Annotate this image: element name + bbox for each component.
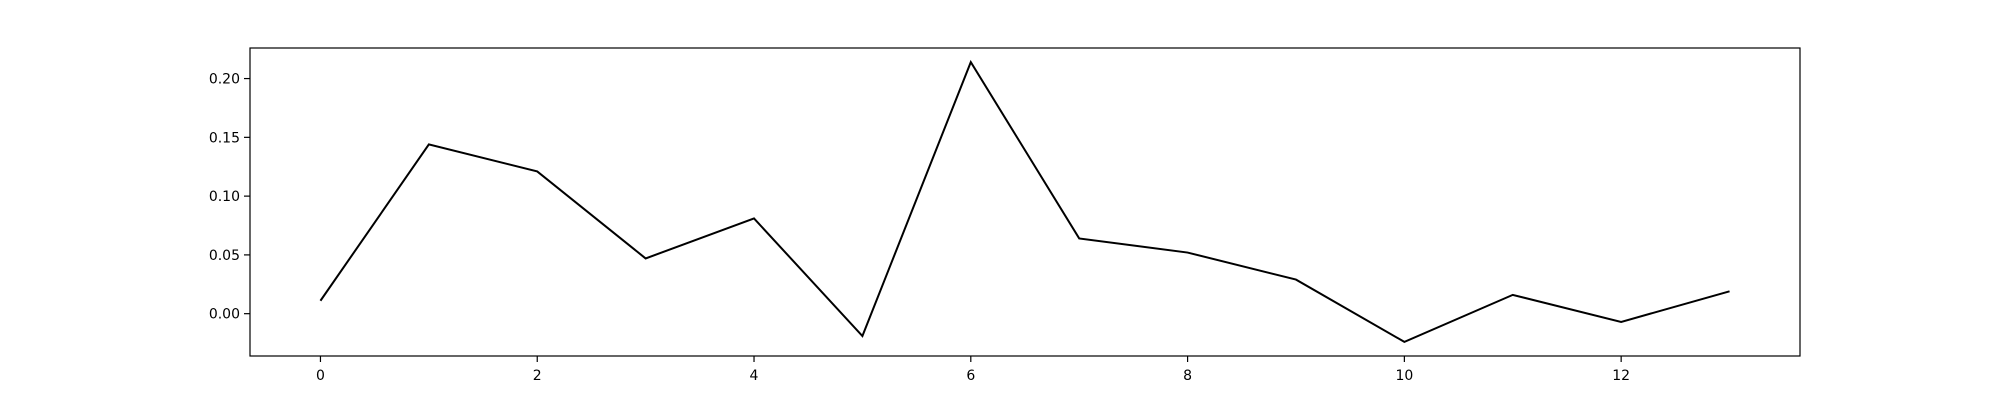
y-tick-label: 0.05 — [209, 248, 240, 264]
plot-frame — [249, 47, 1801, 357]
x-tick-label: 8 — [1183, 368, 1192, 384]
y-axis: 0.00 0.05 0.10 0.15 0.20 — [209, 72, 250, 323]
x-tick-label: 4 — [750, 368, 759, 384]
x-tick-label: 10 — [1395, 368, 1413, 384]
x-axis: 0 2 4 6 8 10 12 — [316, 356, 1630, 384]
y-tick-label: 0.15 — [209, 130, 240, 146]
x-tick-label: 6 — [966, 368, 975, 384]
y-tick-label: 0.10 — [209, 189, 240, 205]
x-tick-label: 2 — [533, 368, 542, 384]
series-line — [319, 59, 1730, 344]
x-tick-label: 0 — [316, 368, 325, 384]
y-tick-label: 0.20 — [209, 72, 240, 88]
x-tick-label: 12 — [1612, 368, 1630, 384]
plot-background — [250, 48, 1800, 356]
y-tick-label: 0.00 — [209, 307, 240, 323]
